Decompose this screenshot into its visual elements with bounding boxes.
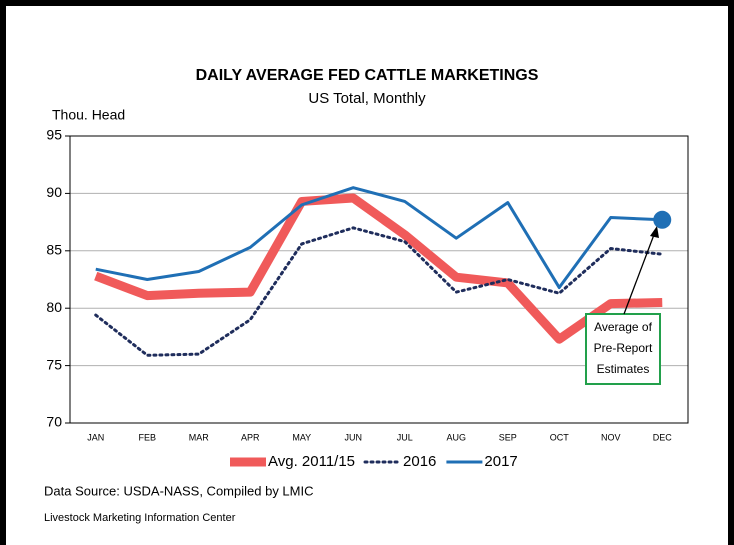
legend-label: 2016 xyxy=(403,453,436,470)
x-tick-label: SEP xyxy=(499,432,517,442)
x-tick-label: FEB xyxy=(138,432,156,442)
y-tick-label: 95 xyxy=(46,127,62,143)
x-tick-label: JUL xyxy=(397,432,413,442)
series-line xyxy=(94,226,664,357)
y-axis-label: Thou. Head xyxy=(52,107,125,123)
legend-label: Avg. 2011/15 xyxy=(268,453,355,470)
x-tick-label: OCT xyxy=(550,432,570,442)
source: Data Source: USDA-NASS, Compiled by LMIC xyxy=(44,483,313,498)
legend-label: 2017 xyxy=(484,453,517,470)
y-tick-label: 75 xyxy=(46,356,62,372)
y-tick-label: 70 xyxy=(46,414,62,430)
x-tick-label: JUN xyxy=(345,432,363,442)
x-tick-label: DEC xyxy=(653,432,673,442)
x-tick-label: MAY xyxy=(292,432,311,442)
x-tick-label: AUG xyxy=(446,432,466,442)
series-line xyxy=(95,186,663,290)
series-line xyxy=(94,193,663,344)
annotation-arrow xyxy=(623,231,656,315)
x-tick-label: NOV xyxy=(601,432,621,442)
x-tick-label: MAR xyxy=(189,432,210,442)
estimate-marker xyxy=(653,210,672,229)
footer: Livestock Marketing Information Center xyxy=(44,512,236,524)
y-tick-label: 80 xyxy=(46,299,62,315)
chart-subtitle: US Total, Monthly xyxy=(308,90,426,107)
background xyxy=(6,6,728,545)
x-tick-label: JAN xyxy=(87,432,104,442)
y-tick-label: 90 xyxy=(46,184,62,200)
chart-title: DAILY AVERAGE FED CATTLE MARKETINGS xyxy=(196,67,539,84)
y-tick-label: 85 xyxy=(46,242,62,258)
annotation-text: Estimates xyxy=(597,362,650,376)
arrow-head xyxy=(650,226,659,238)
annotation-text: Pre-Report xyxy=(594,341,653,355)
annotation-box xyxy=(585,313,661,385)
x-tick-label: APR xyxy=(241,432,260,442)
plot-border xyxy=(69,135,689,424)
annotation-text: Average of xyxy=(594,320,652,334)
